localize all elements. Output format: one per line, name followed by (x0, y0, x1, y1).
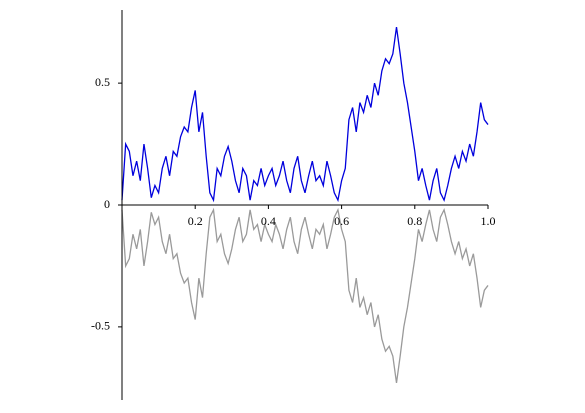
y-tick-label: 0.5 (95, 75, 110, 89)
y-tick-label: 0 (104, 197, 110, 211)
series-line (121, 207, 489, 384)
x-tick-label: 1.0 (481, 214, 496, 228)
x-tick-label: 0.2 (188, 214, 203, 228)
x-tick-label: 0.6 (334, 214, 349, 228)
x-tick-label: 0.8 (407, 214, 422, 228)
series-line (121, 26, 489, 203)
y-tick-label: -0.5 (91, 319, 110, 333)
x-tick-label: 0.4 (261, 214, 276, 228)
